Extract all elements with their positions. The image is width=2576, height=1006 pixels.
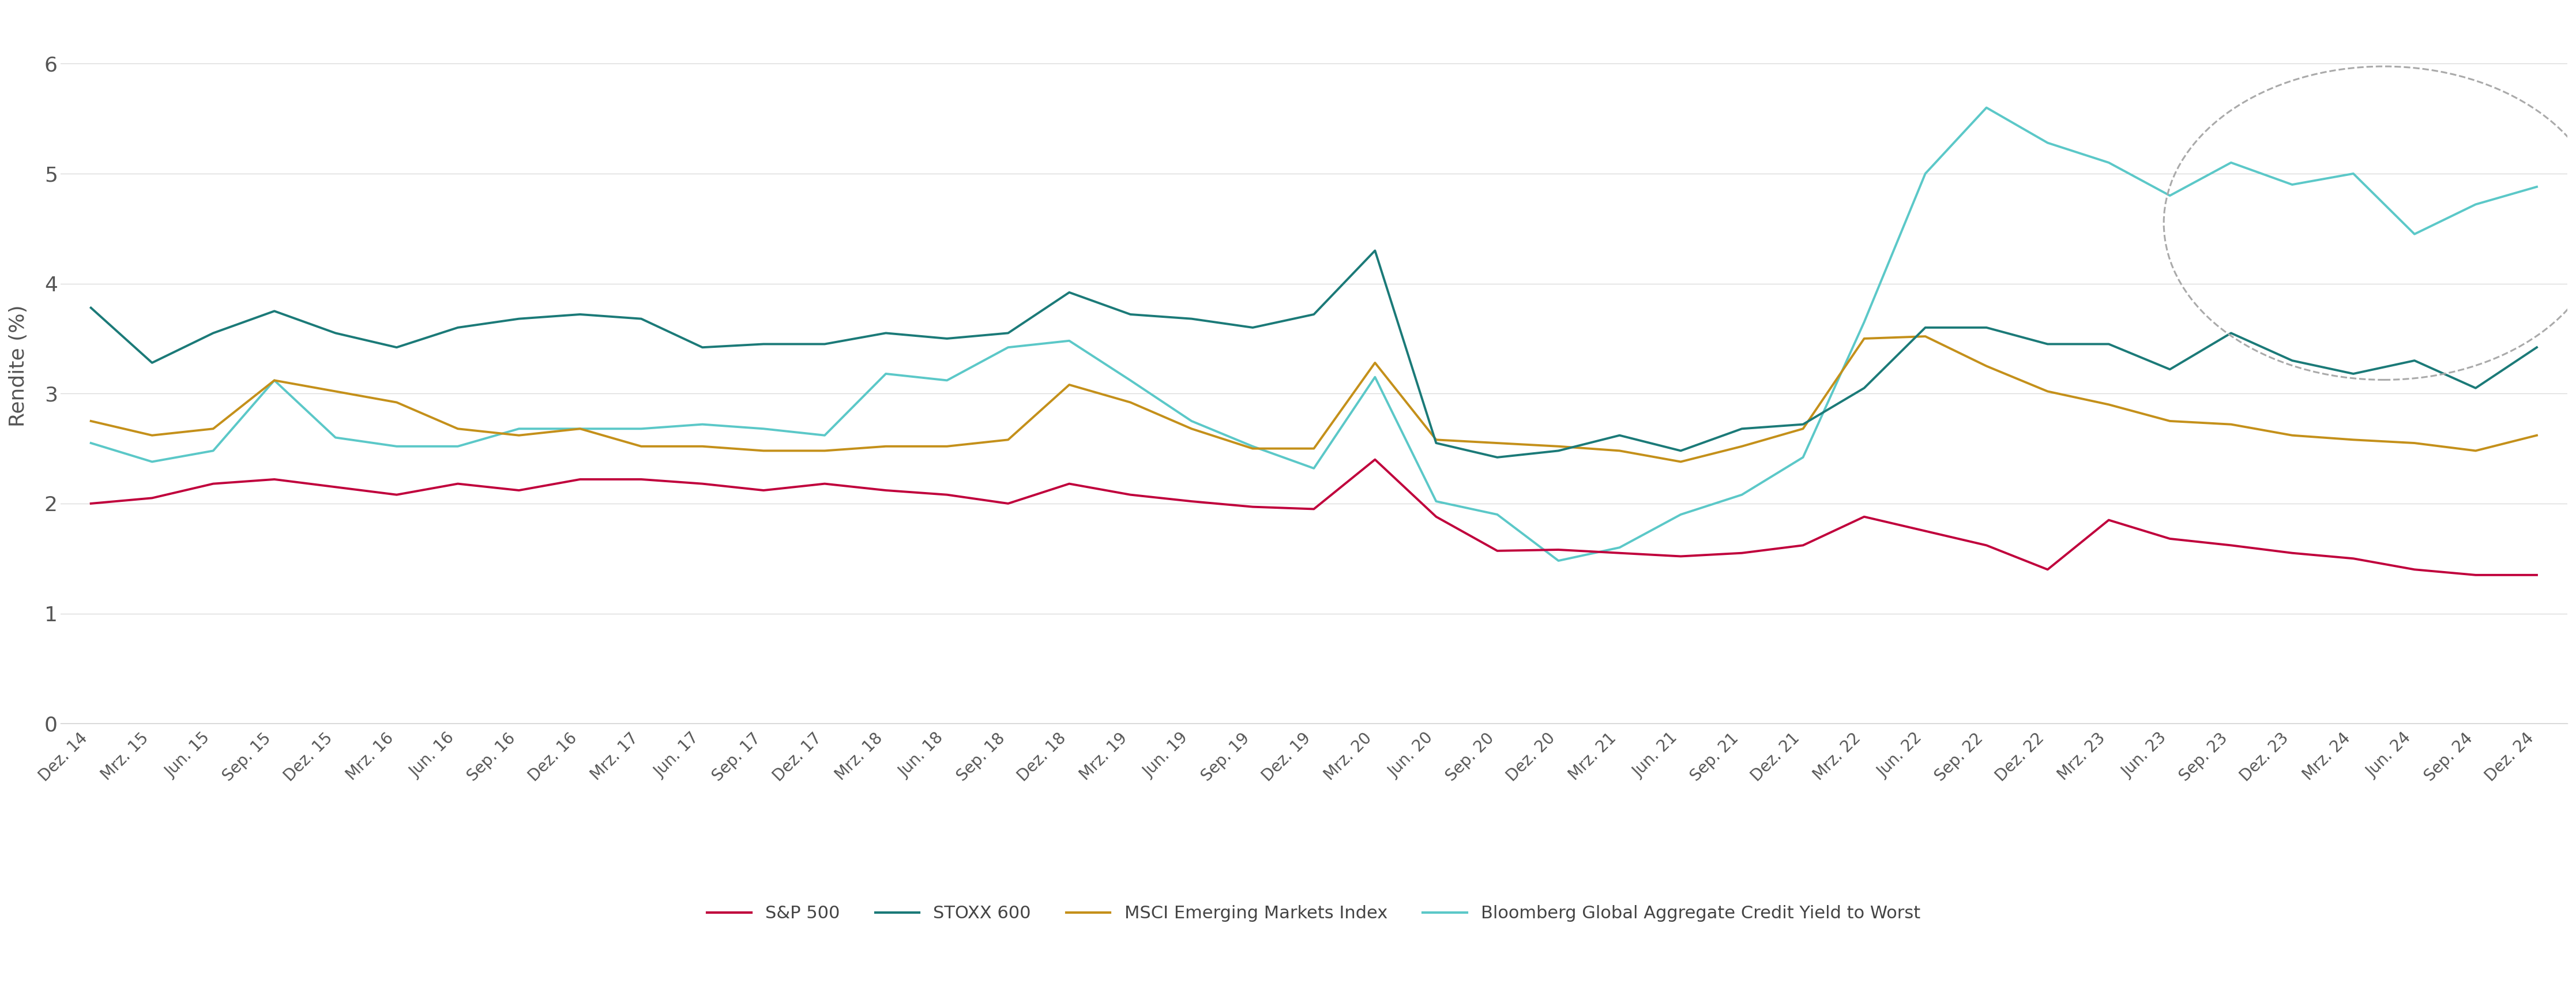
Legend: S&P 500, STOXX 600, MSCI Emerging Markets Index, Bloomberg Global Aggregate Cred: S&P 500, STOXX 600, MSCI Emerging Market… xyxy=(701,898,1927,930)
Y-axis label: Rendite (%): Rendite (%) xyxy=(8,305,28,428)
